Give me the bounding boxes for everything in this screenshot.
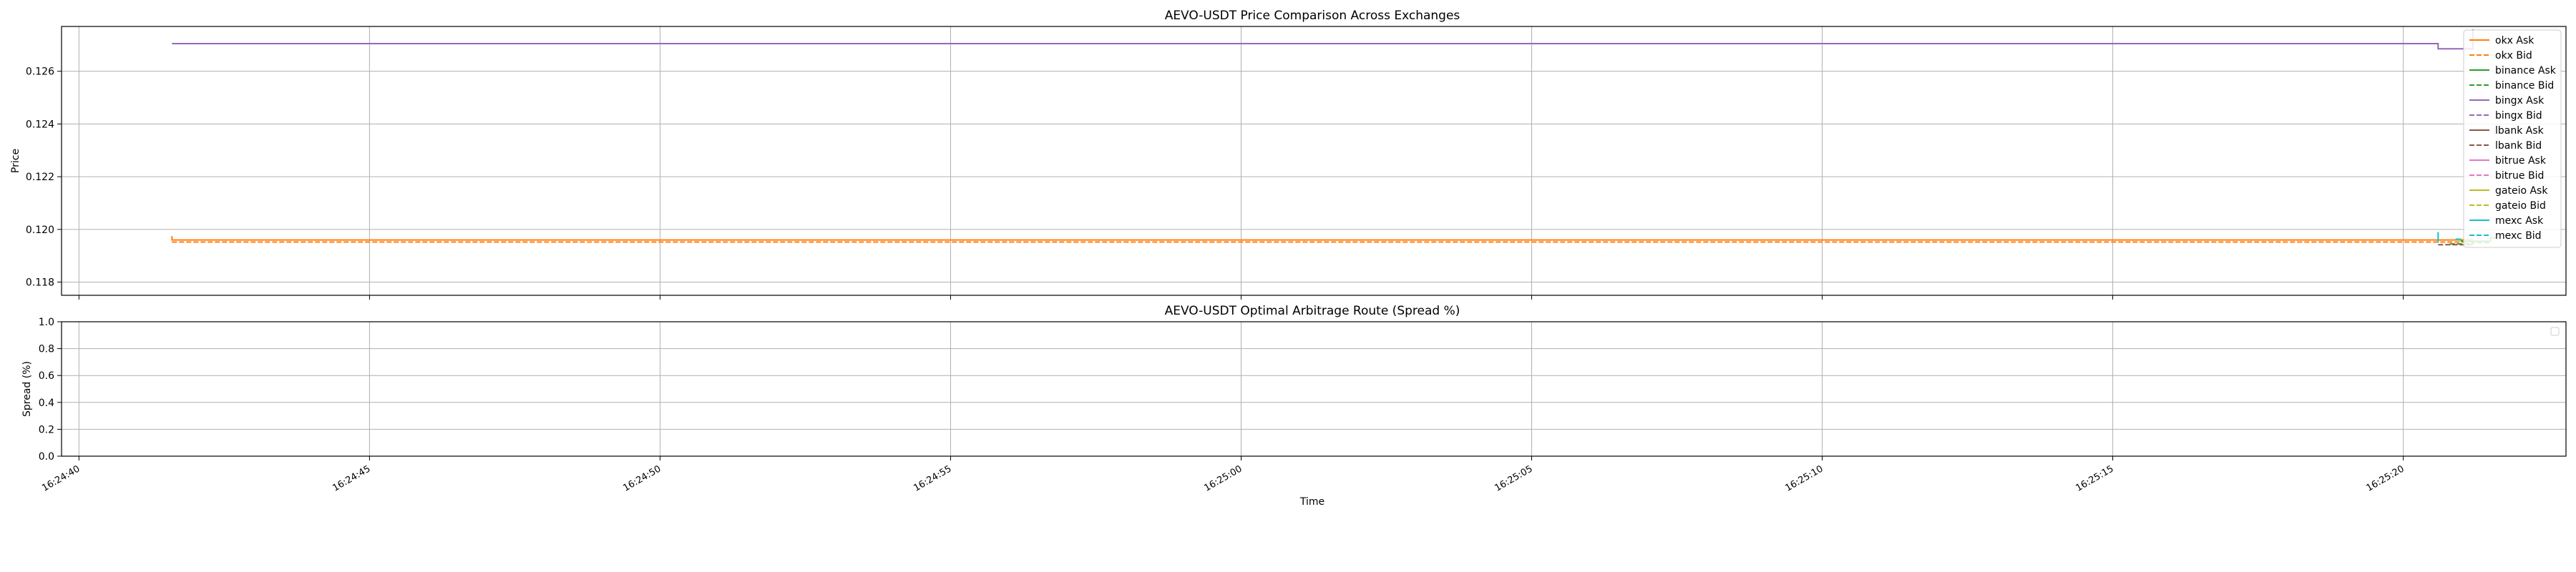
spread-y-tick-label: 0.2 xyxy=(39,424,54,435)
price-axes-frame xyxy=(61,26,2567,296)
price-y-tick-label: 0.120 xyxy=(26,225,54,236)
price-y-tick-label: 0.118 xyxy=(26,277,54,289)
price-y-tick-label: 0.122 xyxy=(26,172,54,183)
spread-y-axis-label: Spread (%) xyxy=(21,361,33,417)
legend-label: bitrue Bid xyxy=(2495,170,2544,182)
legend-label: lbank Bid xyxy=(2495,140,2542,152)
price-gridlines xyxy=(62,26,2566,295)
legend-label: mexc Bid xyxy=(2495,230,2542,242)
price-panel: AEVO-USDT Price Comparison Across Exchan… xyxy=(10,9,2567,300)
price-y-tick-label: 0.126 xyxy=(26,66,54,78)
x-axis-label: Time xyxy=(1299,496,1324,508)
legend-label: bitrue Ask xyxy=(2495,155,2547,167)
price-x-ticks xyxy=(78,295,2404,300)
legend-label: gateio Bid xyxy=(2495,200,2546,212)
spread-y-tick-label: 0.0 xyxy=(39,451,54,463)
legend-label: binance Ask xyxy=(2495,65,2557,77)
legend-label: okx Ask xyxy=(2495,35,2534,46)
price-chart-title: AEVO-USDT Price Comparison Across Exchan… xyxy=(1165,9,1460,23)
spread-y-tick-label: 0.4 xyxy=(39,398,54,409)
price-y-tick-label: 0.124 xyxy=(26,119,54,130)
legend-label: lbank Ask xyxy=(2495,125,2545,137)
legend-label: bingx Bid xyxy=(2495,110,2542,122)
price-y-ticks: 0.118 0.120 0.122 0.124 0.126 xyxy=(26,66,62,289)
spread-y-tick-label: 0.8 xyxy=(39,344,54,355)
spread-axes-frame xyxy=(61,321,2567,457)
spread-y-tick-label: 1.0 xyxy=(39,317,54,328)
spread-legend-empty[interactable] xyxy=(2550,327,2560,336)
legend-label: binance Bid xyxy=(2495,80,2554,92)
spread-y-tick-label: 0.6 xyxy=(39,370,54,382)
legend-label: mexc Ask xyxy=(2495,215,2544,227)
spread-chart-title: AEVO-USDT Optimal Arbitrage Route (Sprea… xyxy=(1165,304,1460,318)
legend-label: bingx Ask xyxy=(2495,95,2545,107)
price-legend[interactable]: okx Ask okx Bid binance Ask binance Bid bing… xyxy=(2463,29,2562,248)
legend-label: okx Bid xyxy=(2495,50,2532,61)
legend-label: gateio Ask xyxy=(2495,185,2548,197)
price-y-axis-label: Price xyxy=(10,149,21,173)
spread-y-ticks: 0.0 0.2 0.4 0.6 0.8 1.0 xyxy=(39,317,62,463)
